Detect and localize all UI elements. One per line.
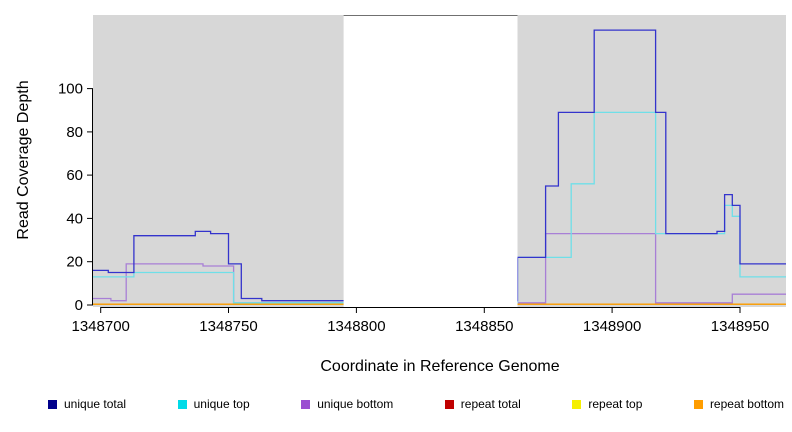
series-line-unique-total xyxy=(93,29,786,302)
x-tick-label: 1348950 xyxy=(711,318,769,335)
legend-item-unique-bottom: unique bottom xyxy=(301,397,393,411)
legend-swatch-icon xyxy=(177,399,187,409)
legend-swatch-icon xyxy=(572,399,582,409)
legend-label: repeat total xyxy=(460,397,521,411)
y-tick-label: 20 xyxy=(66,254,83,271)
chart-legend: unique total unique top unique bottom repea… xyxy=(48,397,784,411)
legend-item-repeat-top: repeat top xyxy=(572,397,642,411)
legend-label: repeat bottom xyxy=(709,397,784,411)
series-line-unique-top xyxy=(93,111,786,304)
masked-gap-region xyxy=(343,15,518,307)
x-tick-label: 1348750 xyxy=(199,318,257,335)
x-tick-label: 1348800 xyxy=(327,318,385,335)
legend-label: unique bottom xyxy=(317,397,394,411)
x-tick-label: 1348850 xyxy=(455,318,513,335)
y-tick-label: 80 xyxy=(66,124,83,141)
x-axis-title: Coordinate in Reference Genome xyxy=(320,358,560,375)
legend-label: unique top xyxy=(193,397,250,411)
legend-swatch-icon xyxy=(444,399,454,409)
legend-item-repeat-total: repeat total xyxy=(444,397,521,411)
legend-item-unique-total: unique total xyxy=(48,397,126,411)
x-tick-label: 1348700 xyxy=(71,318,129,335)
y-tick-label: 100 xyxy=(58,81,83,98)
y-axis-title: Read Coverage Depth xyxy=(15,80,32,240)
legend-label: unique total xyxy=(64,397,127,411)
y-tick-label: 60 xyxy=(66,167,83,184)
legend-swatch-icon xyxy=(301,399,311,409)
legend-label: repeat top xyxy=(588,397,643,411)
legend-swatch-icon xyxy=(693,399,703,409)
y-tick-label: 0 xyxy=(75,297,83,314)
legend-item-repeat-bottom: repeat bottom xyxy=(693,397,784,411)
legend-item-unique-top: unique top xyxy=(177,397,250,411)
legend-swatch-icon xyxy=(48,399,57,409)
x-tick-label: 1348900 xyxy=(583,318,641,335)
y-tick-label: 40 xyxy=(66,210,83,227)
